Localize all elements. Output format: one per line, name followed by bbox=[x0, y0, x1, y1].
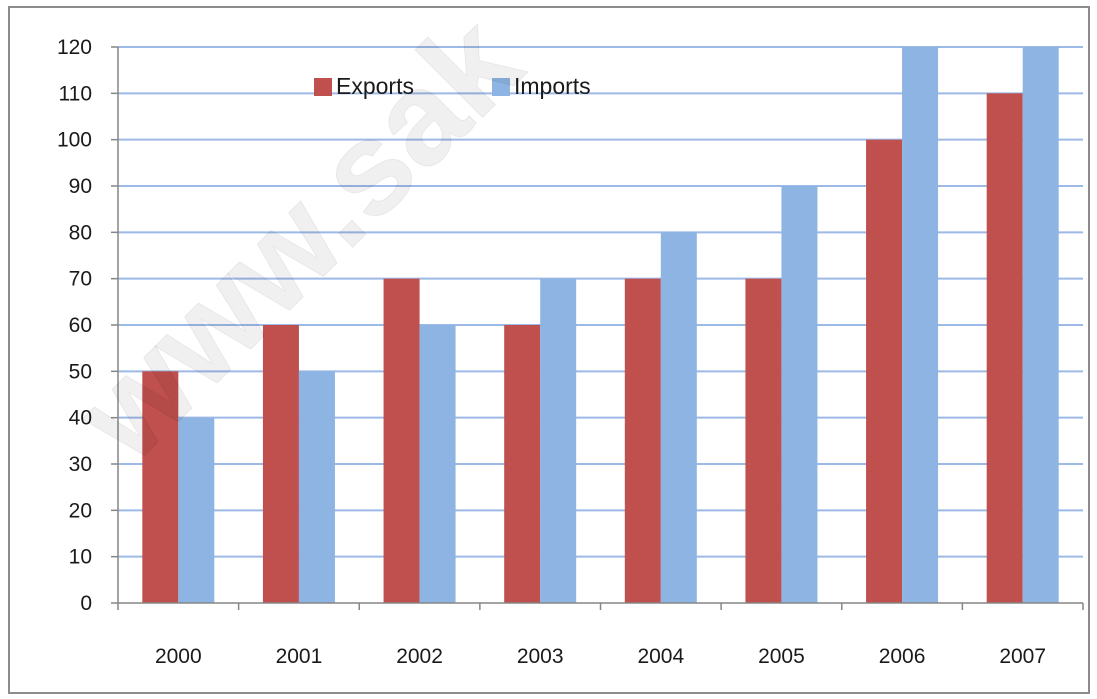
axes: 0 10 20 30 40 50 60 70 80 90 100 110 120 2000 2001 2002… bbox=[57, 36, 1084, 668]
y-tick-label: 70 bbox=[69, 268, 92, 291]
y-tick-label: 80 bbox=[69, 221, 92, 244]
bar-exports-2002 bbox=[383, 278, 420, 603]
x-tick-label: 2003 bbox=[517, 645, 564, 668]
x-tick-label: 2000 bbox=[155, 645, 202, 668]
legend-label-exports: Exports bbox=[336, 73, 414, 99]
legend-label-imports: Imports bbox=[514, 73, 591, 99]
bar-imports-2005 bbox=[781, 186, 818, 603]
bar-imports-2007 bbox=[1022, 47, 1059, 603]
bar-imports-2002 bbox=[419, 325, 456, 603]
bar-exports-2003 bbox=[504, 325, 541, 603]
y-tick-label: 60 bbox=[69, 314, 92, 337]
bar-exports-2000 bbox=[142, 371, 179, 603]
y-tick-label: 10 bbox=[69, 546, 92, 569]
y-tick-label: 50 bbox=[69, 360, 92, 383]
x-tick-label: 2005 bbox=[758, 645, 805, 668]
legend-swatch-imports bbox=[492, 78, 510, 96]
bar-imports-2003 bbox=[540, 278, 577, 603]
x-tick-label: 2002 bbox=[396, 645, 443, 668]
bar-exports-2006 bbox=[866, 139, 903, 603]
x-tick-label: 2007 bbox=[999, 645, 1046, 668]
bar-imports-2006 bbox=[902, 47, 939, 603]
bar-imports-2001 bbox=[298, 371, 335, 603]
y-tick-label: 40 bbox=[69, 407, 92, 430]
y-tick-label: 30 bbox=[69, 453, 92, 476]
x-tick-label: 2006 bbox=[879, 645, 926, 668]
x-tick-label: 2004 bbox=[637, 645, 684, 668]
bars bbox=[142, 47, 1059, 604]
y-tick-label: 0 bbox=[80, 592, 92, 615]
legend-swatch-exports bbox=[314, 78, 332, 96]
y-tick-label: 90 bbox=[69, 175, 92, 198]
bar-exports-2005 bbox=[745, 278, 782, 603]
y-tick-label: 100 bbox=[57, 129, 92, 152]
y-tick-label: 110 bbox=[59, 82, 92, 105]
legend: Exports Imports bbox=[314, 73, 591, 99]
x-tick-label: 2001 bbox=[276, 645, 323, 668]
bar-exports-2004 bbox=[624, 278, 661, 603]
y-tick-label: 20 bbox=[69, 499, 92, 522]
bar-exports-2001 bbox=[262, 325, 299, 603]
y-tick-label: 120 bbox=[57, 36, 92, 59]
bar-imports-2000 bbox=[178, 417, 215, 603]
bar-exports-2007 bbox=[986, 93, 1023, 603]
bar-imports-2004 bbox=[660, 232, 697, 604]
